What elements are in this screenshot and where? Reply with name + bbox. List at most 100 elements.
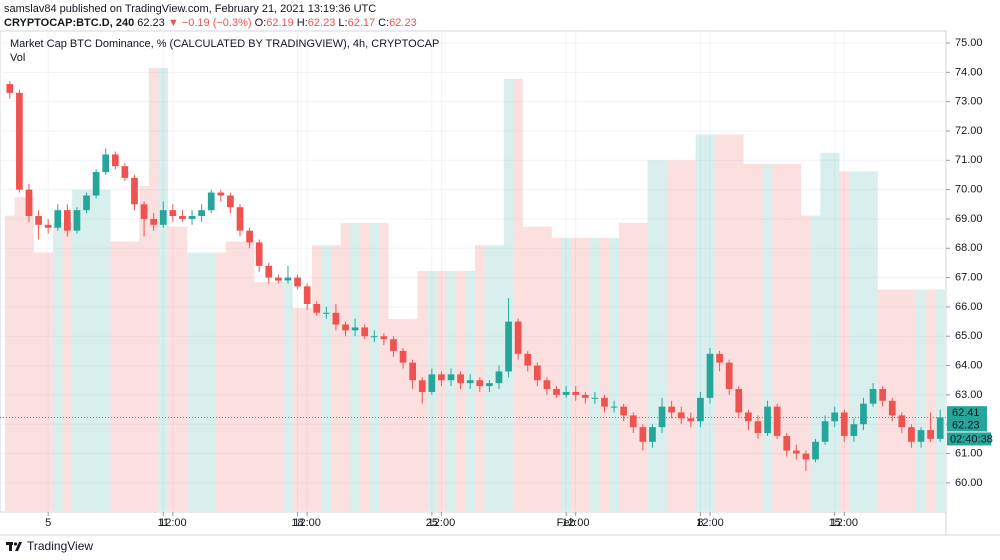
volume-bar xyxy=(206,252,217,512)
plot-frame xyxy=(0,30,947,513)
volume-bar xyxy=(388,319,399,511)
y-tick-label: 65.00 xyxy=(955,330,983,342)
volume-bar xyxy=(781,163,792,511)
candle-body xyxy=(102,154,110,173)
volume-bar xyxy=(753,163,763,511)
volume-bar xyxy=(43,252,53,512)
candle-body xyxy=(418,380,426,392)
volume-bar xyxy=(311,245,322,511)
x-tick-label: 12:00 xyxy=(831,517,859,529)
volume-bar xyxy=(868,171,878,512)
c: 62.23 xyxy=(389,17,417,29)
candle-body xyxy=(275,277,282,281)
volume-bar xyxy=(273,282,284,511)
candle-body xyxy=(812,441,819,460)
y-tick-label: 61.00 xyxy=(955,447,983,459)
candle-body xyxy=(562,391,570,395)
price-tag xyxy=(947,406,987,420)
x-tick-label: Feb xyxy=(557,517,576,529)
volume-bar xyxy=(590,237,600,511)
x-tick-label: 12:00 xyxy=(159,517,187,529)
candle-body xyxy=(428,374,436,392)
volume-bar xyxy=(503,79,514,511)
candle-body xyxy=(581,394,589,398)
volume-bar xyxy=(292,307,303,511)
volume-bar xyxy=(695,134,706,511)
x-tick-label: 15 xyxy=(829,517,841,529)
candle-body xyxy=(227,195,234,208)
candle-body xyxy=(399,350,407,363)
publisher: samslav84 published on TradingView.com, … xyxy=(4,3,377,15)
candle-body xyxy=(246,230,253,243)
y-tick-label: 68.00 xyxy=(955,242,983,254)
candle-body xyxy=(476,380,484,387)
candle-body xyxy=(572,391,580,395)
candle-body xyxy=(860,403,867,425)
volume-bar xyxy=(858,171,869,512)
price-tag-label: 62.41 xyxy=(952,407,980,419)
candle-body xyxy=(380,336,388,340)
y-tick-label: 73.00 xyxy=(955,96,983,108)
candle-body xyxy=(629,415,637,428)
candle-body xyxy=(351,327,359,331)
candle-body xyxy=(169,210,177,217)
volume-bar xyxy=(350,223,360,511)
volume-bar xyxy=(369,223,380,511)
candle-body xyxy=(131,177,138,205)
candle-body xyxy=(217,192,225,196)
x-tick-label: 25 xyxy=(426,517,438,529)
candle-body xyxy=(303,286,311,304)
volume-bar xyxy=(340,223,351,511)
candle-body xyxy=(159,210,167,225)
candle-body xyxy=(63,210,71,231)
y-tick-label: 67.00 xyxy=(955,272,983,284)
y-tick-label: 69.00 xyxy=(955,213,983,225)
volume-bar xyxy=(407,319,418,511)
candle-body xyxy=(514,321,522,354)
candle-body xyxy=(908,427,915,442)
price-tag-label: 62.23 xyxy=(952,419,980,431)
grid xyxy=(0,31,946,511)
volume-bar xyxy=(810,215,821,511)
candle-body xyxy=(54,210,62,228)
volume-bar xyxy=(542,226,552,511)
candle-body xyxy=(888,400,896,416)
candle-body xyxy=(677,412,685,419)
volume-bar xyxy=(638,223,648,511)
volume-bar xyxy=(24,197,34,511)
candle-body xyxy=(802,453,810,460)
candle-body xyxy=(745,412,752,422)
volume-bar xyxy=(465,271,475,511)
candle-body xyxy=(342,324,349,331)
candle-body xyxy=(725,362,733,390)
candle-body xyxy=(35,216,42,225)
candle-body xyxy=(840,412,848,436)
volume-bar xyxy=(244,241,255,511)
volume-bar xyxy=(72,189,82,511)
price-tag xyxy=(947,418,987,432)
candle-body xyxy=(850,424,858,436)
candle-body xyxy=(917,430,925,442)
candle-body xyxy=(361,327,369,337)
volume-bar xyxy=(791,163,802,511)
candle-body xyxy=(44,224,52,228)
volume-bar xyxy=(33,252,44,512)
y-tick-label: 64.00 xyxy=(955,359,983,371)
volume-bar xyxy=(5,215,15,511)
volume-bar xyxy=(398,319,408,511)
volume-bar xyxy=(139,186,149,512)
h: 62.23 xyxy=(307,17,336,29)
volume-bar xyxy=(379,223,389,511)
x-tick-label: 8 xyxy=(697,517,703,529)
volume-bar xyxy=(570,237,581,511)
candle-body xyxy=(764,406,771,434)
volume-bar xyxy=(839,171,850,512)
candle-body xyxy=(783,435,791,451)
h-label: H: xyxy=(296,17,308,29)
volume-bar xyxy=(254,282,264,511)
volume-bar xyxy=(321,245,332,511)
candle-body xyxy=(265,265,273,278)
x-tick-label: 12:00 xyxy=(293,517,321,529)
